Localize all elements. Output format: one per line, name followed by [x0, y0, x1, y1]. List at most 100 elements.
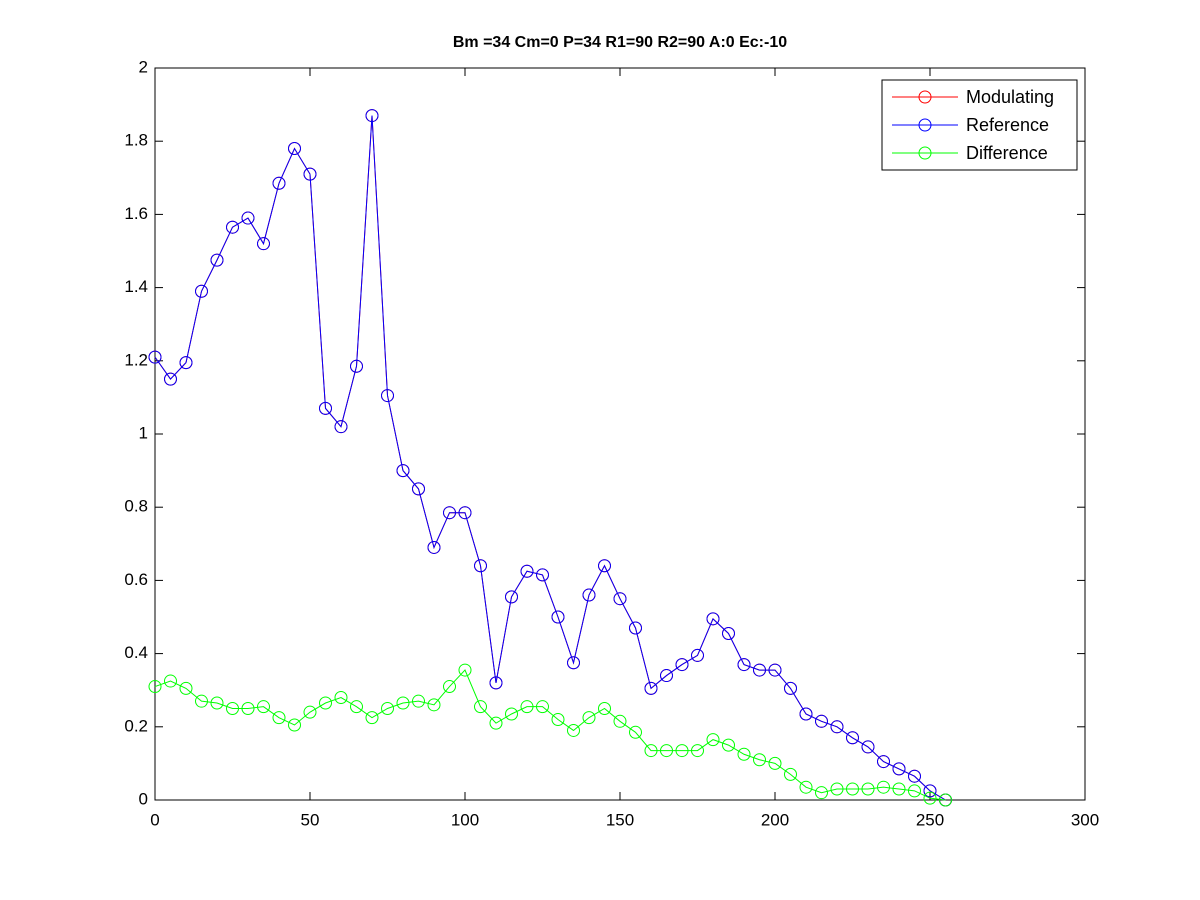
legend-marker: [918, 90, 932, 104]
data-point: [877, 780, 890, 794]
data-point: [644, 744, 658, 758]
data-point: [474, 559, 487, 573]
data-point: [908, 784, 921, 798]
data-point: [691, 648, 704, 662]
legend-marker: [918, 118, 932, 132]
data-point: [164, 674, 177, 688]
data-point: [427, 540, 441, 554]
data-point: [520, 564, 534, 578]
data-point: [536, 568, 549, 582]
data-point: [334, 420, 348, 434]
data-point: [412, 482, 425, 496]
data-point: [613, 592, 627, 606]
data-point: [691, 744, 704, 758]
plot-frame: [154, 67, 1086, 801]
data-point: [582, 711, 596, 725]
data-point: [892, 782, 906, 796]
data-point: [846, 731, 859, 745]
data-point: [350, 359, 363, 373]
data-point: [226, 702, 239, 715]
data-point: [148, 350, 162, 364]
data-point: [195, 694, 208, 708]
data-point: [830, 782, 844, 796]
data-point: [474, 700, 487, 714]
data-point: [784, 681, 797, 695]
data-point: [644, 681, 658, 695]
data-point: [923, 791, 937, 805]
data-point: [381, 389, 394, 403]
data-point: [195, 284, 208, 298]
legend-label: Reference: [966, 115, 1049, 135]
data-point: [846, 782, 859, 796]
data-point: [768, 756, 782, 770]
data-point: [722, 738, 735, 752]
data-point: [815, 714, 828, 728]
data-point: [675, 658, 689, 672]
x-tick-label: 250: [916, 810, 944, 829]
data-point: [334, 691, 348, 705]
data-point: [861, 740, 875, 754]
y-tick-label: 0.2: [124, 716, 148, 735]
data-point: [722, 626, 735, 640]
data-point: [582, 588, 596, 602]
data-point: [861, 782, 875, 796]
data-point: [350, 700, 363, 714]
data-point: [505, 590, 518, 604]
data-point: [520, 700, 534, 714]
y-tick-label: 0.8: [124, 497, 148, 516]
data-point: [923, 784, 937, 798]
data-point: [505, 707, 518, 721]
y-tick-label: 1.2: [124, 350, 148, 369]
y-tick-label: 0.6: [124, 570, 148, 589]
data-point: [443, 506, 456, 520]
data-point: [908, 769, 921, 783]
data-point: [241, 211, 255, 225]
y-tick-label: 2: [139, 57, 148, 76]
data-point: [179, 681, 193, 695]
data-point: [629, 621, 642, 635]
y-tick-label: 1.8: [124, 131, 148, 150]
data-point: [551, 712, 565, 726]
data-point: [257, 237, 270, 251]
data-point: [799, 707, 813, 721]
data-point: [706, 733, 720, 747]
y-tick-label: 0.4: [124, 643, 148, 662]
data-point: [598, 559, 611, 573]
data-point: [179, 356, 193, 370]
data-point: [536, 700, 549, 714]
data-point: [427, 698, 441, 712]
y-tick-label: 1.6: [124, 204, 148, 223]
data-point: [598, 702, 611, 715]
data-point: [830, 720, 844, 734]
data-point: [458, 663, 472, 677]
data-point: [272, 711, 286, 725]
data-point: [303, 167, 317, 181]
data-point: [288, 718, 301, 732]
data-point: [706, 612, 720, 626]
data-point: [551, 610, 565, 624]
y-tick-label: 0: [139, 789, 148, 808]
data-point: [303, 705, 317, 719]
data-point: [753, 753, 766, 767]
data-point: [288, 142, 301, 156]
data-point: [660, 744, 673, 758]
legend-label: Modulating: [966, 87, 1054, 107]
data-point: [319, 401, 332, 415]
data-point: [365, 711, 379, 725]
data-point: [365, 109, 379, 123]
data-point: [737, 747, 751, 761]
data-point: [443, 680, 456, 694]
x-tick-label: 300: [1071, 810, 1099, 829]
data-point: [226, 220, 239, 234]
data-point: [939, 793, 952, 807]
data-point: [660, 669, 673, 683]
chart-title: Bm =34 Cm=0 P=34 R1=90 R2=90 A:0 Ec:-10: [453, 34, 787, 51]
data-point: [241, 702, 255, 715]
data-point: [489, 716, 503, 730]
data-point: [753, 663, 766, 677]
x-tick-label: 0: [150, 810, 159, 829]
data-point: [381, 702, 394, 715]
data-point: [784, 767, 797, 781]
data-point: [272, 176, 286, 190]
